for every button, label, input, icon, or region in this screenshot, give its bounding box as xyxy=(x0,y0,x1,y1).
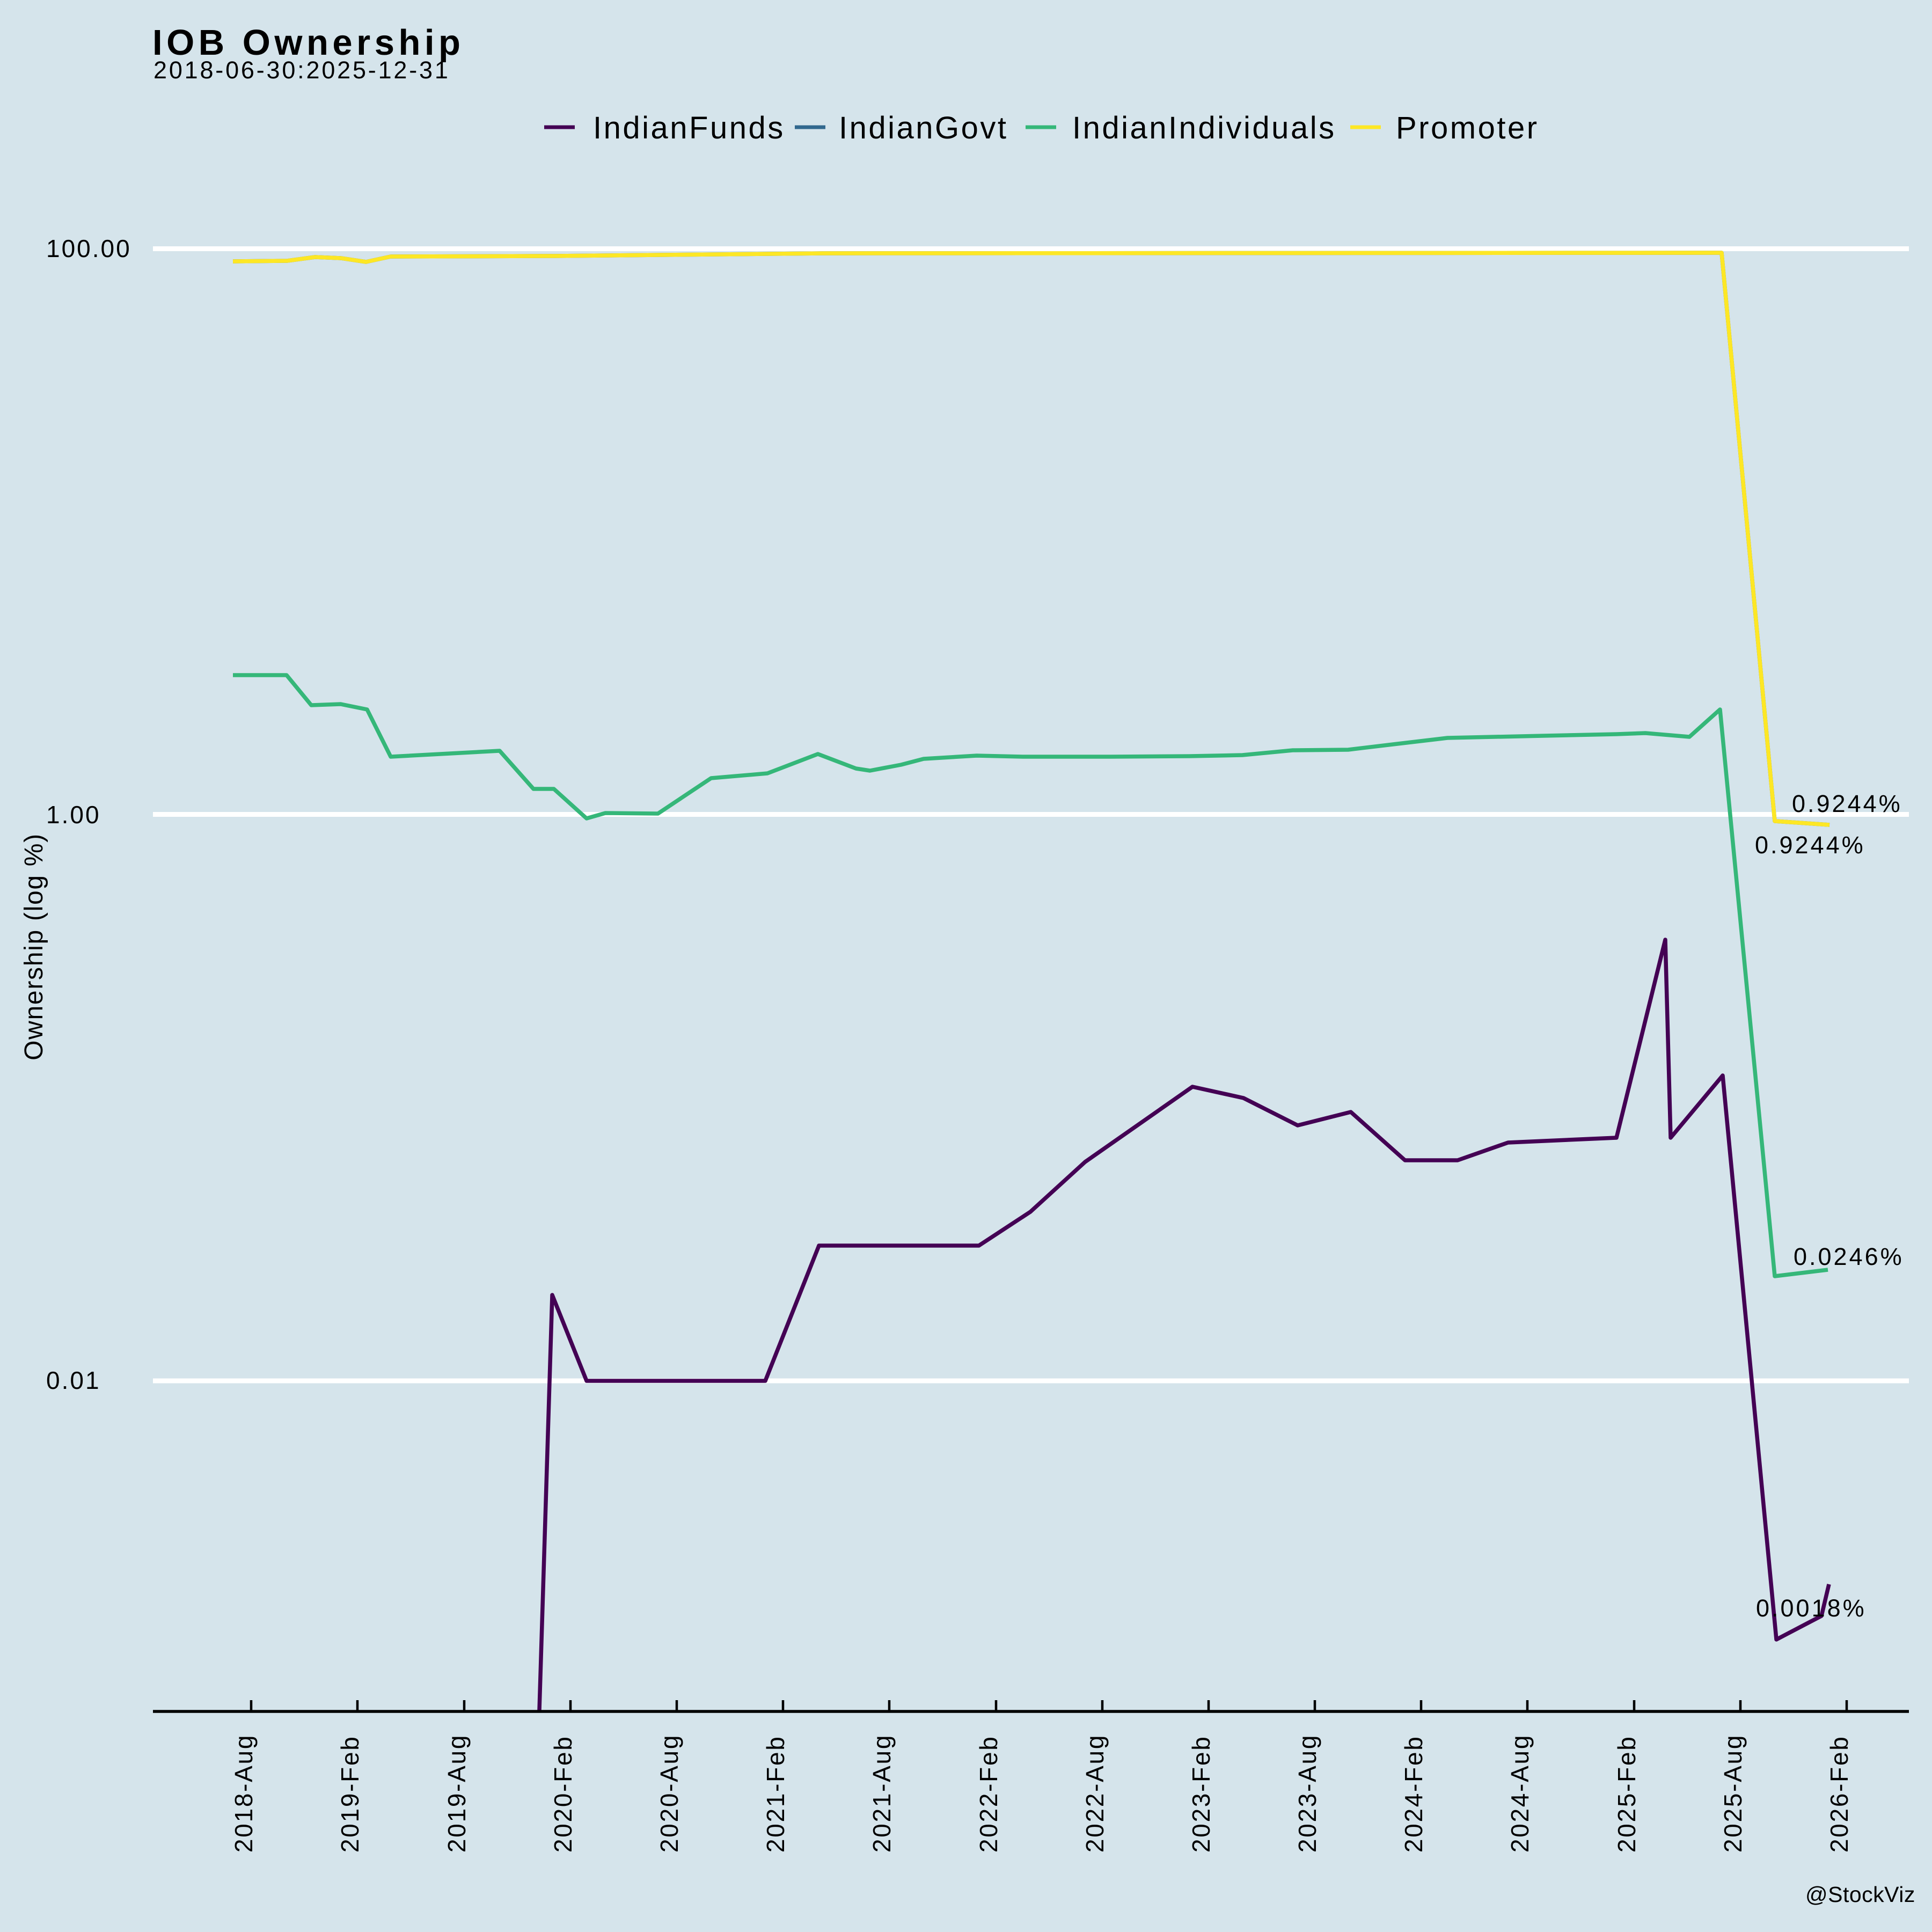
svg-text:0.9244%: 0.9244% xyxy=(1792,790,1902,817)
svg-text:IndianIndividuals: IndianIndividuals xyxy=(1072,111,1336,145)
svg-text:0.01: 0.01 xyxy=(46,1366,101,1394)
svg-text:2024-Feb: 2024-Feb xyxy=(1400,1735,1428,1853)
svg-text:2021-Feb: 2021-Feb xyxy=(762,1735,789,1853)
svg-text:2018-06-30:2025-12-31: 2018-06-30:2025-12-31 xyxy=(153,56,450,84)
svg-text:1.00: 1.00 xyxy=(46,801,101,829)
svg-text:2021-Aug: 2021-Aug xyxy=(868,1734,896,1853)
svg-text:2018-Aug: 2018-Aug xyxy=(230,1734,258,1853)
svg-text:100.00: 100.00 xyxy=(46,235,131,262)
svg-text:IndianFunds: IndianFunds xyxy=(593,111,785,145)
svg-text:2023-Feb: 2023-Feb xyxy=(1187,1735,1215,1853)
svg-text:Ownership (log %): Ownership (log %) xyxy=(20,833,48,1060)
svg-text:0.0246%: 0.0246% xyxy=(1794,1243,1904,1270)
svg-text:IndianGovt: IndianGovt xyxy=(839,111,1008,145)
svg-text:IOB Ownership: IOB Ownership xyxy=(152,23,464,63)
svg-text:@StockViz: @StockViz xyxy=(1805,1882,1915,1907)
svg-text:2019-Aug: 2019-Aug xyxy=(443,1734,471,1853)
svg-text:Promoter: Promoter xyxy=(1396,111,1539,145)
svg-text:2022-Feb: 2022-Feb xyxy=(975,1735,1002,1853)
svg-text:2022-Aug: 2022-Aug xyxy=(1081,1734,1109,1853)
svg-text:0.9244%: 0.9244% xyxy=(1755,831,1865,859)
svg-text:2020-Aug: 2020-Aug xyxy=(655,1734,683,1853)
svg-text:2024-Aug: 2024-Aug xyxy=(1506,1734,1534,1853)
svg-text:2020-Feb: 2020-Feb xyxy=(549,1735,577,1853)
svg-text:2026-Feb: 2026-Feb xyxy=(1825,1735,1853,1853)
svg-text:2019-Feb: 2019-Feb xyxy=(336,1735,364,1853)
svg-text:2025-Aug: 2025-Aug xyxy=(1719,1734,1747,1853)
svg-text:2023-Aug: 2023-Aug xyxy=(1293,1734,1321,1853)
svg-text:2025-Feb: 2025-Feb xyxy=(1613,1735,1641,1853)
svg-text:0.0018%: 0.0018% xyxy=(1756,1594,1867,1622)
